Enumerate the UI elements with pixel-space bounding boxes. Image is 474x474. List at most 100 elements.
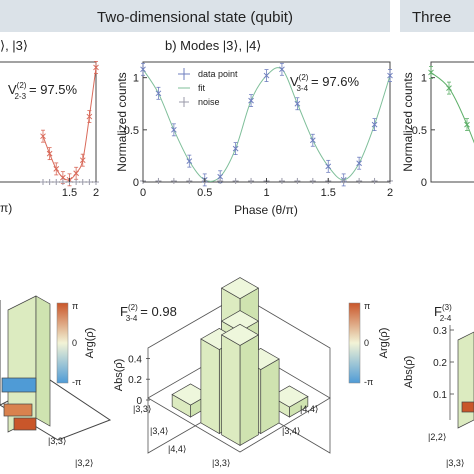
data-point	[140, 62, 146, 76]
z-tick-label: 0	[136, 396, 142, 407]
z-tick-label: 0.2	[128, 375, 142, 386]
data-point	[325, 159, 332, 173]
hist-a-bar	[1, 377, 37, 393]
x-tick-label: 2	[387, 187, 393, 199]
left-header-title: Two-dimensional state (qubit)	[97, 9, 293, 26]
panel-a-title-fragment: ⟩, |3⟩	[0, 38, 28, 53]
noise-point	[217, 177, 224, 184]
hist-b-basis-2: |4,4⟩	[168, 444, 186, 454]
hist-c-bars	[457, 331, 474, 429]
panel-a-visibility-sup: (2)	[17, 81, 27, 90]
noise-point	[59, 179, 66, 185]
x-tick-label: 0	[140, 187, 146, 199]
hist-b-zlabel: Abs(ρ̂)	[113, 359, 125, 392]
noise-point	[170, 177, 177, 184]
panel-b-title: b) Modes |3⟩, |4⟩	[165, 38, 261, 53]
data-point	[263, 69, 270, 82]
panel-a-visibility: V(2) 2-3 = 97.5%	[8, 81, 78, 101]
noise-point	[86, 179, 93, 185]
hist-b-colorbar	[348, 302, 361, 384]
noise-point	[40, 179, 46, 185]
data-point	[446, 81, 452, 95]
panel-c-fit-curve	[430, 72, 474, 144]
noise-point	[232, 177, 239, 184]
x-tick-label: 1.5	[321, 187, 336, 199]
data-point	[171, 123, 177, 137]
noise-point	[73, 179, 80, 185]
x-tick-label: 1.5	[62, 187, 77, 199]
noise-point	[53, 179, 60, 185]
data-point	[73, 166, 79, 180]
panel-b-y-ticks: 00.51	[124, 73, 147, 189]
z-tick-label: 0.2	[433, 358, 447, 369]
data-point	[60, 171, 66, 185]
noise-point	[309, 177, 316, 184]
data-point	[248, 94, 254, 108]
hist-c-zlabel: Abs(ρ̂)	[403, 356, 415, 389]
hist-b-cbar-tick-0: 0	[364, 338, 369, 348]
hist-bar	[220, 323, 260, 447]
data-point	[428, 66, 434, 79]
noise-point	[248, 177, 255, 184]
y-tick-label: 1	[421, 73, 427, 85]
hist-c-bar	[457, 331, 474, 429]
z-tick-label: 0.3	[433, 326, 447, 337]
panel-b-visibility: V(2) 3-4 = 97.6%	[290, 73, 360, 93]
data-point	[279, 62, 285, 76]
right-header-title: Three	[412, 9, 451, 26]
data-point	[46, 147, 53, 161]
panel-b-visibility-sub: 3-4	[296, 84, 308, 93]
hist-a-colorbar	[56, 302, 69, 384]
hist-b-fidelity: F(2) 3-4 = 0.98	[120, 303, 177, 323]
hist-a-bars	[1, 295, 51, 433]
data-point	[93, 61, 99, 74]
noise-point	[371, 177, 378, 184]
data-point	[53, 162, 60, 176]
data-point	[155, 86, 162, 100]
x-tick-label: 1	[263, 187, 269, 199]
panel-c-plot: 00.51 Normalized counts	[401, 61, 474, 189]
y-tick-label: 0	[421, 177, 427, 189]
panel-b-ylabel: Normalized counts	[115, 72, 129, 171]
panel-a-plot: 1.5 2 V(2) 2-3 = 97.5% π)	[0, 61, 99, 215]
hist-c-basis-0: |2,2⟩	[428, 432, 446, 442]
data-point	[387, 69, 393, 82]
hist-a-cbar-tick-0: 0	[72, 338, 77, 348]
z-tick-label: 0.1	[433, 390, 447, 401]
hist-c-fidelity-sup: (3)	[442, 303, 452, 312]
panel-a-x-ticks: 1.5 2	[62, 178, 99, 199]
hist-a-basis-1: |3,2⟩	[75, 458, 93, 468]
hist-a-bar	[3, 403, 33, 417]
data-point	[371, 118, 378, 132]
panel-a-visibility-value: = 97.5%	[29, 82, 78, 97]
noise-point	[46, 179, 53, 185]
hist-b-cbar-label: Arg(ρ̂)	[378, 328, 390, 359]
hist-c: F(3) 2-4 0.3 0.2 0.1 Abs(ρ̂) |2,2⟩ |3,3⟩	[403, 303, 474, 468]
panel-b-visibility-value: = 97.6%	[311, 74, 360, 89]
panel-b-plot: 0 0.5 1 1.5 2 00.51 Normalized counts Phase …	[115, 61, 393, 217]
panel-b-legend: data point fit noise	[178, 68, 238, 107]
data-point	[232, 142, 239, 156]
right-header-banner	[400, 0, 474, 32]
legend-fit: fit	[198, 83, 206, 93]
hist-bar	[270, 385, 309, 418]
hist-a-cbar-label: Arg(ρ̂)	[84, 328, 96, 359]
panel-c-y-ticks: 00.51	[412, 73, 435, 189]
x-tick-label: 2	[93, 187, 99, 199]
y-tick-label: 0.5	[124, 125, 139, 137]
hist-b-basis-3: |4,4⟩	[300, 404, 318, 414]
left-header-banner	[0, 0, 390, 32]
panel-c-ylabel: Normalized counts	[401, 72, 415, 171]
noise-point	[340, 177, 347, 184]
hist-b-fidelity-sup: (2)	[128, 303, 138, 312]
hist-b-z-ticks: 0 0.2 0.4	[128, 354, 150, 407]
noise-point	[356, 177, 363, 184]
data-point	[294, 97, 301, 111]
data-point	[186, 154, 193, 168]
data-point	[309, 133, 316, 147]
y-tick-label: 0	[133, 177, 139, 189]
z-tick-label: 0.4	[128, 354, 142, 365]
hist-a: π 0 -π Arg(ρ̂) |3,3⟩ |3,2⟩	[0, 295, 112, 468]
hist-b-cbar-tick-pi: π	[364, 301, 370, 311]
